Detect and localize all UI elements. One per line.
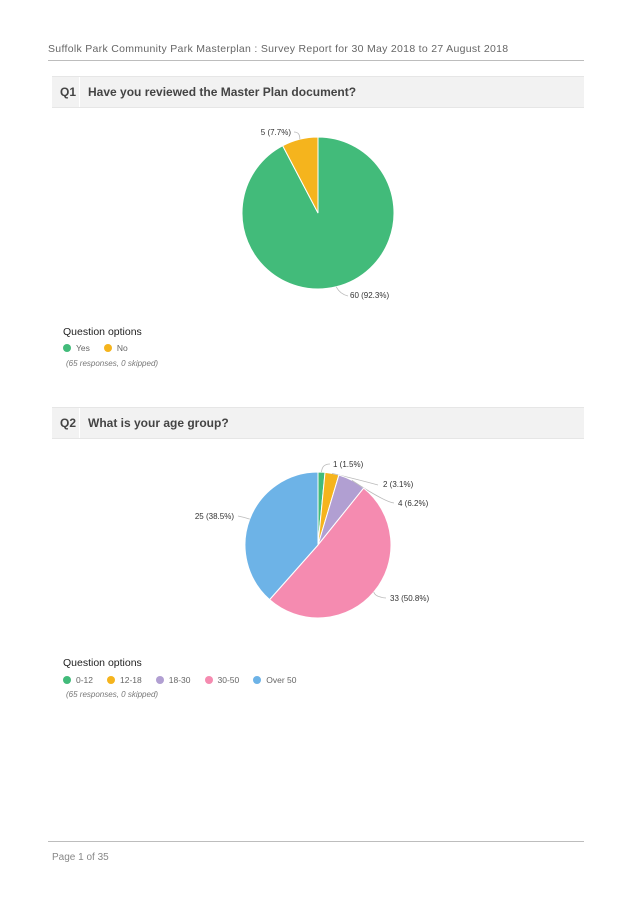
question-text: What is your age group?: [88, 416, 229, 430]
legend-label: 18-30: [168, 675, 191, 685]
footer-divider: [48, 841, 584, 842]
data-label: 1 (1.5%): [333, 460, 364, 469]
legend-label: Over 50: [266, 675, 297, 685]
pie-slice-30-50: [268, 487, 392, 619]
legend-label: 0-12: [76, 675, 94, 685]
legend-label: 30-50: [217, 675, 240, 685]
legend-item-12-18: 12-18: [107, 675, 142, 685]
legend-swatch: [63, 344, 71, 352]
data-label: 4 (6.2%): [398, 499, 429, 508]
legend-swatch: [63, 676, 71, 684]
leader-line: [293, 131, 301, 140]
legend-swatch: [103, 344, 112, 352]
legend-swatch: [107, 676, 116, 684]
pie-chart-q2: 1 (1.5%) 2 (3.1%) 4 (6.2%) 33 (50.8%) 25 (38…: [195, 460, 429, 619]
question-bar-q1: Q1 Have you reviewed the Master Plan doc…: [52, 76, 584, 108]
legend-swatch: [204, 676, 213, 684]
data-label: 25 (38.5%): [195, 512, 234, 521]
leader-line: [351, 480, 395, 504]
legend-q1: Yes No: [63, 343, 142, 353]
pie-chart-q1: 60 (92.3%) 5 (7.7%): [241, 128, 395, 300]
legend-item-over-50: Over 50: [253, 675, 297, 685]
question-number: Q1: [60, 85, 77, 99]
legend-swatch: [253, 676, 262, 684]
legend-item-yes: Yes: [63, 343, 90, 353]
legend-item-no: No: [103, 343, 128, 353]
legend-item-18-30: 18-30: [155, 675, 191, 685]
legend-title: Question options: [63, 326, 142, 338]
leader-line: [331, 472, 379, 486]
legend-title: Question options: [63, 657, 142, 669]
legend-label: No: [116, 343, 128, 353]
leader-line: [237, 515, 250, 520]
data-label: 5 (7.7%): [261, 128, 292, 137]
question-number: Q2: [60, 416, 77, 430]
legend-label: 12-18: [120, 675, 142, 685]
leader-line: [335, 286, 349, 297]
page-number: Page 1 of 35: [52, 852, 109, 863]
legend-swatch: [155, 676, 164, 684]
leader-line: [321, 463, 331, 473]
data-label: 33 (50.8%): [390, 594, 429, 603]
legend-item-0-12: 0-12: [63, 675, 93, 685]
legend-item-30-50: 30-50: [204, 675, 240, 685]
leader-line: [373, 591, 387, 599]
question-divider: [79, 77, 80, 107]
header-divider: [48, 60, 584, 61]
legend-label: Yes: [76, 343, 90, 353]
question-text: Have you reviewed the Master Plan docume…: [88, 85, 357, 99]
legend-q2: 0-12 12-18 18-30 30-50 Over 50: [63, 675, 311, 685]
responses-count: (65 responses, 0 skipped): [66, 690, 159, 699]
report-header: Suffolk Park Community Park Masterplan :…: [48, 43, 509, 55]
pie-slice-over-50: [244, 471, 319, 601]
question-divider: [79, 408, 80, 438]
data-label: 2 (3.1%): [383, 480, 414, 489]
question-bar-q2: Q2 What is your age group?: [52, 407, 584, 439]
responses-count: (65 responses, 0 skipped): [66, 359, 159, 368]
data-label: 60 (92.3%): [350, 291, 389, 300]
